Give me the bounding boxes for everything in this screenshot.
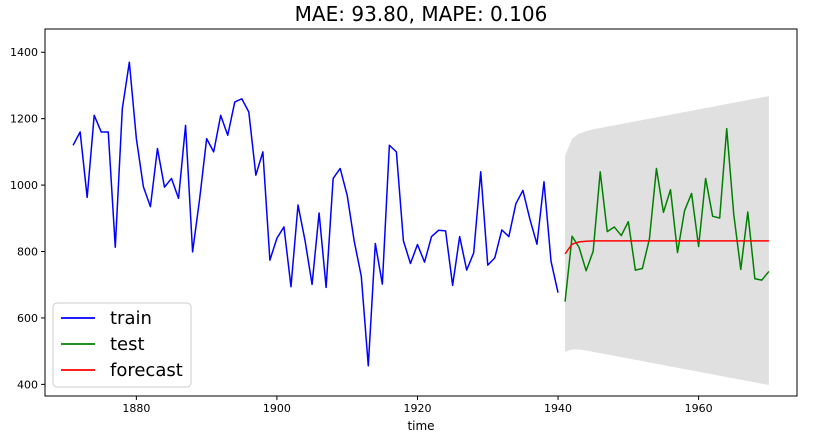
legend: train test forecast [52,302,192,388]
x-axis-label: time [407,419,434,433]
x-tick-label: 1900 [263,402,291,415]
y-tick-label: 800 [17,246,38,259]
x-tick-label: 1880 [122,402,150,415]
series-line-train [72,61,559,367]
x-tick-label: 1940 [544,402,572,415]
series-line-test [564,127,770,302]
x-tick-label: 1920 [403,402,431,415]
chart-title: MAE: 93.80, MAPE: 0.106 [294,2,548,26]
legend-label-train: train [110,308,152,329]
legend-label-forecast: forecast [110,360,183,381]
legend-label-test: test [110,334,145,355]
x-tick-label: 1960 [685,402,713,415]
series-line-forecast [564,240,769,255]
legend-box [52,302,192,388]
y-tick-label: 1400 [10,46,38,59]
y-tick-label: 600 [17,312,38,325]
y-tick-label: 1000 [10,179,38,192]
y-tick-label: 1200 [10,113,38,126]
y-tick-label: 400 [17,378,38,391]
axes-frame [44,28,798,397]
